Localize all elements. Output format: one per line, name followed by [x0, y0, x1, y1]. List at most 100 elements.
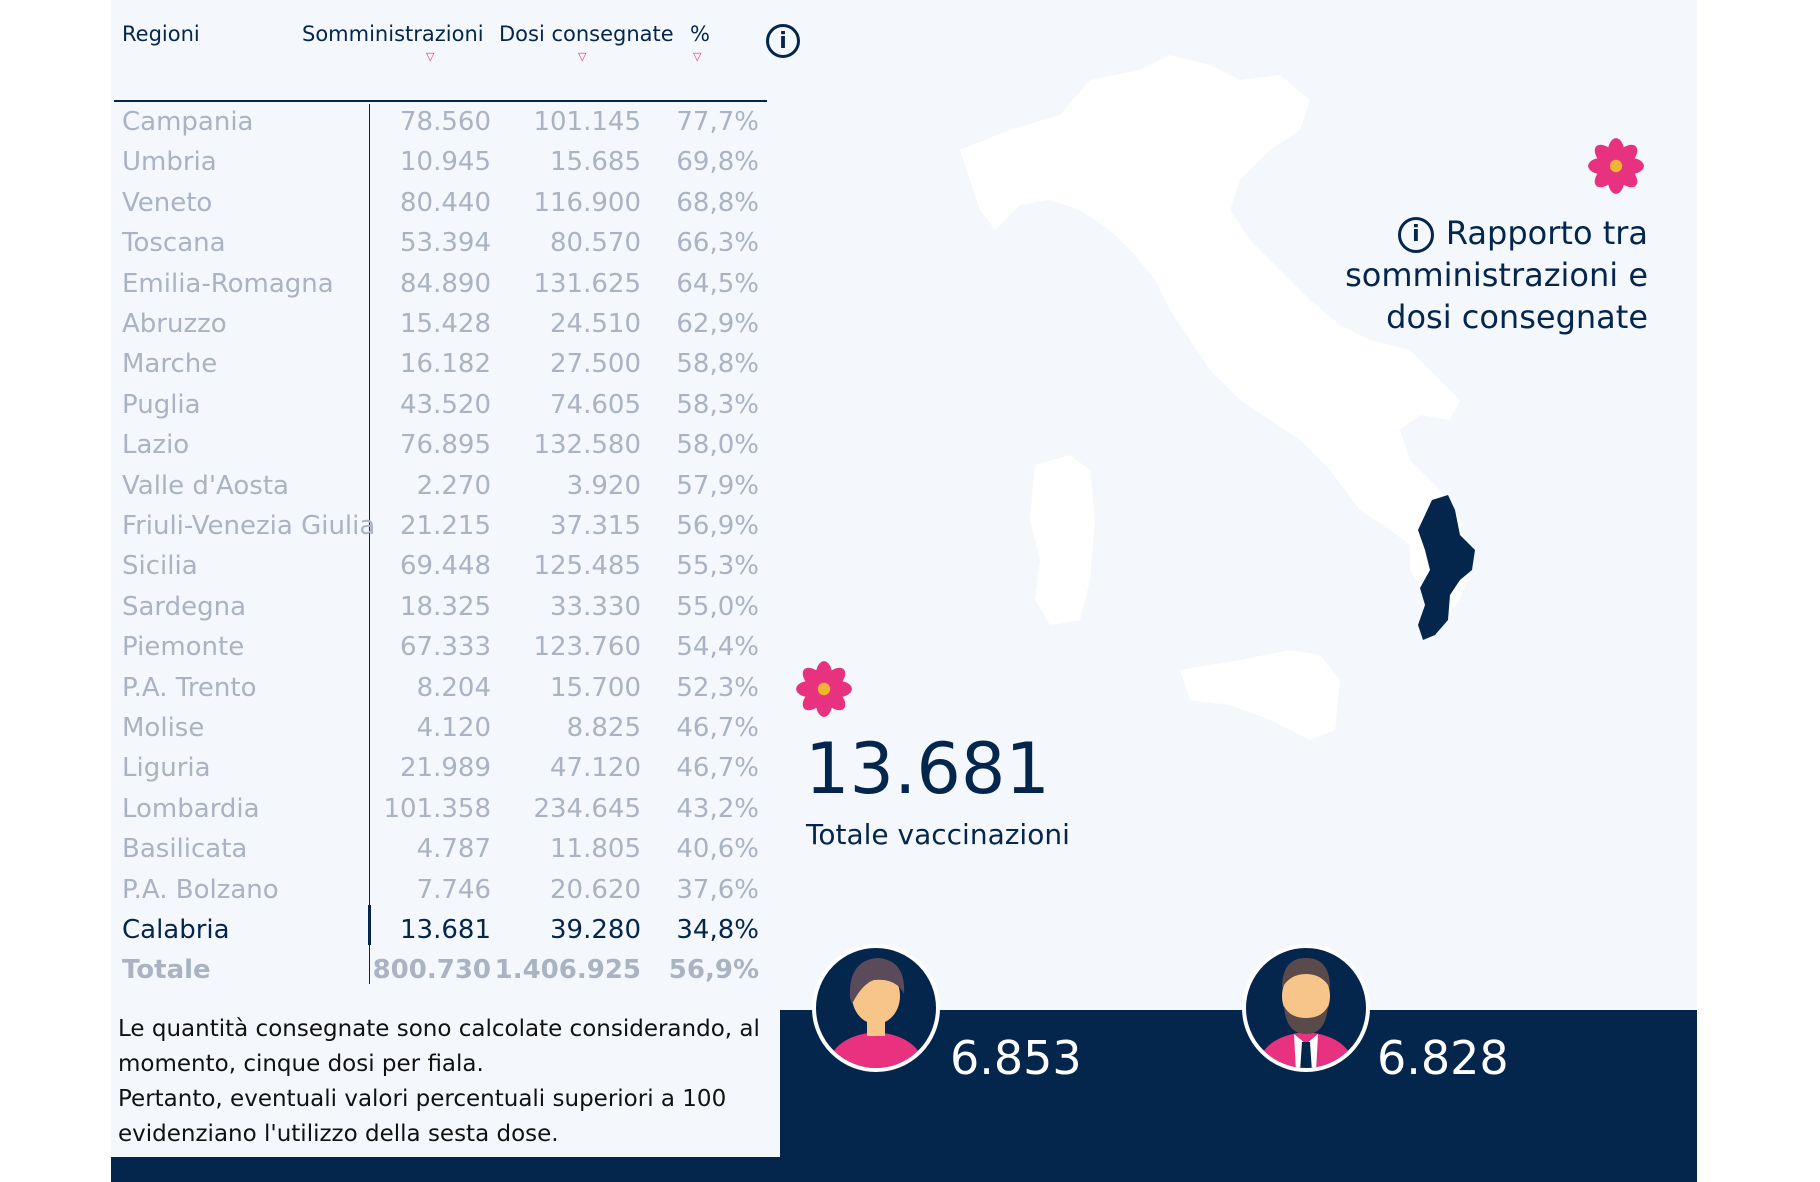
delivered-cell: 132.580 — [533, 430, 641, 461]
percent-cell: 77,7% — [676, 107, 759, 137]
administered-cell: 4.120 — [416, 713, 491, 743]
sort-down-icon[interactable]: ▽ — [426, 50, 435, 63]
administered-cell: 80.440 — [400, 187, 491, 218]
delivered-cell: 3.920 — [566, 470, 641, 501]
info-icon[interactable]: i — [766, 24, 800, 58]
administered-cell: 4.787 — [416, 834, 491, 865]
region-cell: Toscana — [122, 228, 226, 259]
table-row: Lombardia 101.358 234.645 43,2% — [111, 790, 771, 830]
sort-down-icon[interactable]: ▽ — [578, 50, 587, 63]
table-row: Calabria 13.681 39.280 34,8% — [111, 911, 771, 951]
administered-cell: 78.560 — [400, 107, 491, 137]
administered-cell: 15.428 — [400, 309, 491, 339]
administered-cell: 76.895 — [400, 430, 491, 461]
administered-cell: 53.394 — [400, 228, 491, 259]
region-cell: Lombardia — [122, 793, 260, 824]
region-cell: Liguria — [122, 753, 211, 784]
header-somministrazioni[interactable]: Somministrazioni — [302, 22, 484, 46]
administered-cell: 43.520 — [400, 389, 491, 420]
bottom-band — [111, 1157, 1697, 1182]
region-cell: Valle d'Aosta — [122, 470, 289, 501]
table-row: Abruzzo 15.428 24.510 62,9% — [111, 305, 771, 345]
administered-cell: 69.448 — [400, 551, 491, 582]
delivered-cell: 37.315 — [550, 511, 641, 541]
table-row: Veneto 80.440 116.900 68,8% — [111, 184, 771, 224]
table-row: Molise 4.120 8.825 46,7% — [111, 709, 771, 749]
administered-cell: 16.182 — [400, 349, 491, 380]
administered-cell: 13.681 — [400, 915, 491, 945]
table-row: P.A. Trento 8.204 15.700 52,3% — [111, 669, 771, 709]
administered-cell: 18.325 — [400, 591, 491, 622]
region-cell: Veneto — [122, 187, 213, 218]
delivered-cell: 8.825 — [566, 713, 641, 743]
region-cell: Totale — [122, 955, 211, 986]
highlight-marker — [368, 905, 371, 945]
delivered-cell: 131.625 — [533, 268, 641, 299]
sardinia — [1030, 455, 1095, 625]
flower-icon — [796, 661, 852, 717]
footnote-line: momento, cinque dosi per fiala. — [118, 1051, 484, 1077]
delivered-cell: 15.685 — [550, 147, 641, 178]
table-row: Sicilia 69.448 125.485 55,3% — [111, 547, 771, 587]
percent-cell: 43,2% — [676, 793, 759, 824]
administered-cell: 21.215 — [400, 511, 491, 541]
region-cell: Umbria — [122, 147, 217, 178]
delivered-cell: 116.900 — [533, 187, 641, 218]
header-dosi-consegnate[interactable]: Dosi consegnate — [499, 22, 674, 46]
sort-down-icon[interactable]: ▽ — [693, 50, 702, 63]
info-icon[interactable]: i — [1397, 217, 1434, 253]
percent-cell: 37,6% — [676, 874, 759, 905]
header-percent[interactable]: % — [690, 22, 710, 46]
administered-cell: 84.890 — [400, 268, 491, 299]
region-cell: Sardegna — [122, 591, 247, 622]
percent-cell: 56,9% — [676, 511, 759, 541]
header-regioni[interactable]: Regioni — [122, 22, 200, 46]
region-cell: P.A. Bolzano — [122, 874, 279, 905]
footnote-line: evidenziano l'utilizzo della sesta dose. — [118, 1121, 559, 1147]
delivered-cell: 74.605 — [550, 389, 641, 420]
region-cell: Sicilia — [122, 551, 198, 582]
region-cell: Campania — [122, 107, 254, 137]
delivered-cell: 123.760 — [533, 632, 641, 663]
percent-cell: 68,8% — [676, 187, 759, 218]
percent-cell: 58,3% — [676, 389, 759, 420]
male-count: 6.828 — [1377, 1031, 1509, 1085]
delivered-cell: 27.500 — [550, 349, 641, 380]
table-row: Sardegna 18.325 33.330 55,0% — [111, 588, 771, 628]
column-divider — [369, 104, 370, 984]
table-row: Friuli-Venezia Giulia 21.215 37.315 56,9% — [111, 507, 771, 547]
percent-cell: 55,0% — [676, 591, 759, 622]
title-block: i Rapporto tra somministrazioni e dosi co… — [1228, 212, 1648, 338]
total-vaccinations-value: 13.681 — [805, 728, 1050, 810]
percent-cell: 69,8% — [676, 147, 759, 178]
table-row: Umbria 10.945 15.685 69,8% — [111, 143, 771, 183]
percent-cell: 34,8% — [676, 915, 759, 945]
percent-cell: 64,5% — [676, 268, 759, 299]
delivered-cell: 125.485 — [533, 551, 641, 582]
percent-cell: 55,3% — [676, 551, 759, 582]
table-row: Marche 16.182 27.500 58,8% — [111, 345, 771, 385]
delivered-cell: 47.120 — [550, 753, 641, 784]
administered-cell: 7.746 — [416, 874, 491, 905]
title-line: somministrazioni e — [1345, 256, 1648, 294]
delivered-cell: 1.406.925 — [494, 955, 641, 986]
table-row: Emilia-Romagna 84.890 131.625 64,5% — [111, 265, 771, 305]
percent-cell: 62,9% — [676, 309, 759, 339]
footnote: Le quantità consegnate sono calcolate co… — [118, 1012, 760, 1152]
percent-cell: 58,8% — [676, 349, 759, 380]
italy-mainland — [960, 55, 1465, 560]
female-count: 6.853 — [950, 1031, 1082, 1085]
region-cell: Puglia — [122, 389, 201, 420]
table-total-row: Totale 800.730 1.406.925 56,9% — [111, 951, 771, 991]
administered-cell: 8.204 — [416, 672, 491, 703]
table-row: Puglia 43.520 74.605 58,3% — [111, 386, 771, 426]
region-cell: Marche — [122, 349, 218, 380]
administered-cell: 10.945 — [400, 147, 491, 178]
administered-cell: 2.270 — [416, 470, 491, 501]
header-divider — [114, 100, 767, 102]
administered-cell: 800.730 — [372, 955, 491, 986]
percent-cell: 56,9% — [668, 955, 759, 986]
delivered-cell: 101.145 — [533, 107, 641, 137]
delivered-cell: 24.510 — [550, 309, 641, 339]
male-avatar-icon — [1242, 944, 1370, 1072]
